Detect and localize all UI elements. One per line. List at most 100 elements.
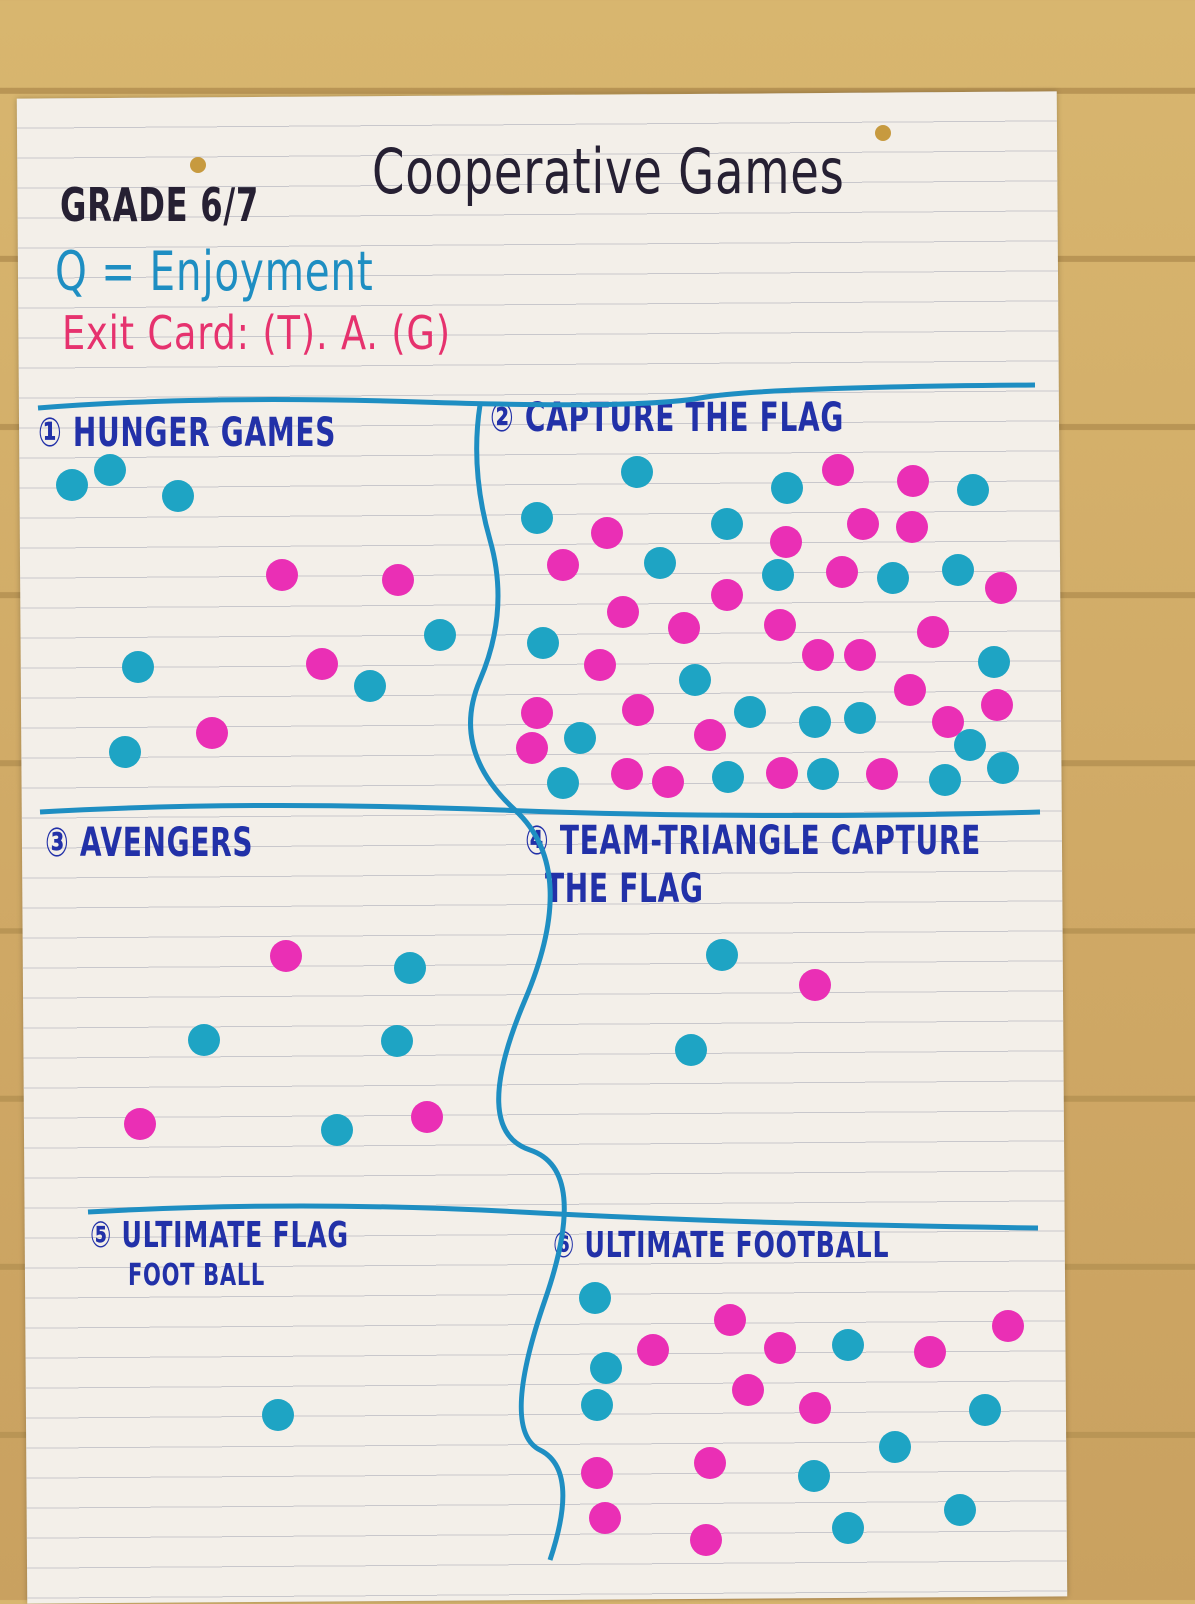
blue-vote-dot <box>929 764 961 796</box>
pink-vote-dot <box>306 648 338 680</box>
blue-vote-dot <box>706 939 738 971</box>
pink-vote-dot <box>799 969 831 1001</box>
pink-vote-dot <box>844 639 876 671</box>
blue-vote-dot <box>675 1034 707 1066</box>
pink-vote-dot <box>124 1108 156 1140</box>
pink-vote-dot <box>866 758 898 790</box>
blue-vote-dot <box>771 472 803 504</box>
blue-vote-dot <box>711 508 743 540</box>
horizontal-divider-middle <box>39 802 1041 819</box>
pink-vote-dot <box>382 564 414 596</box>
pink-vote-dot <box>917 616 949 648</box>
pink-vote-dot <box>799 1392 831 1424</box>
blue-vote-dot <box>879 1431 911 1463</box>
pink-vote-dot <box>521 697 553 729</box>
blue-vote-dot <box>978 646 1010 678</box>
game-4-heading-line2: THE FLAG <box>545 866 704 912</box>
blue-vote-dot <box>354 670 386 702</box>
pink-vote-dot <box>611 758 643 790</box>
pink-vote-dot <box>985 572 1017 604</box>
question-label: Q = Enjoyment <box>55 240 374 303</box>
pink-vote-dot <box>981 689 1013 721</box>
blue-vote-dot <box>188 1024 220 1056</box>
blue-vote-dot <box>621 456 653 488</box>
pink-vote-dot <box>897 465 929 497</box>
blue-vote-dot <box>579 1282 611 1314</box>
pink-vote-dot <box>770 526 802 558</box>
horizontal-divider-bottom <box>87 1203 1039 1231</box>
blue-vote-dot <box>954 729 986 761</box>
pink-vote-dot <box>411 1101 443 1133</box>
pink-vote-dot <box>668 612 700 644</box>
blue-vote-dot <box>942 554 974 586</box>
pin-hole <box>190 157 206 173</box>
blue-vote-dot <box>799 706 831 738</box>
pink-vote-dot <box>607 596 639 628</box>
blue-vote-dot <box>969 1394 1001 1426</box>
blue-vote-dot <box>679 664 711 696</box>
grade-label: GRADE 6/7 <box>60 178 259 232</box>
game-3-heading: ③ AVENGERS <box>45 820 254 866</box>
pink-vote-dot <box>914 1336 946 1368</box>
blue-vote-dot <box>944 1494 976 1526</box>
pink-vote-dot <box>266 559 298 591</box>
blue-vote-dot <box>56 469 88 501</box>
blue-vote-dot <box>844 702 876 734</box>
pink-vote-dot <box>591 517 623 549</box>
pink-vote-dot <box>766 757 798 789</box>
blue-vote-dot <box>521 502 553 534</box>
pink-vote-dot <box>652 766 684 798</box>
blue-vote-dot <box>987 752 1019 784</box>
horizontal-divider-top <box>37 382 1036 411</box>
blue-vote-dot <box>798 1460 830 1492</box>
exit-card-label: Exit Card: (T). A. (G) <box>62 306 451 360</box>
pink-vote-dot <box>581 1457 613 1489</box>
blue-vote-dot <box>424 619 456 651</box>
pink-vote-dot <box>196 717 228 749</box>
pink-vote-dot <box>714 1304 746 1336</box>
vertical-divider <box>468 404 567 1561</box>
pink-vote-dot <box>690 1524 722 1556</box>
pin-hole <box>875 125 891 141</box>
pink-vote-dot <box>896 511 928 543</box>
poster-title: Cooperative Games <box>372 135 845 208</box>
blue-vote-dot <box>94 454 126 486</box>
blue-vote-dot <box>957 474 989 506</box>
blue-vote-dot <box>527 627 559 659</box>
pink-vote-dot <box>694 1447 726 1479</box>
blue-vote-dot <box>712 761 744 793</box>
blue-vote-dot <box>644 547 676 579</box>
blue-vote-dot <box>547 767 579 799</box>
pink-vote-dot <box>894 674 926 706</box>
blue-vote-dot <box>122 651 154 683</box>
pink-vote-dot <box>764 1332 796 1364</box>
blue-vote-dot <box>564 722 596 754</box>
blue-vote-dot <box>321 1114 353 1146</box>
game-1-heading: ① HUNGER GAMES <box>38 410 337 456</box>
pink-vote-dot <box>826 556 858 588</box>
blue-vote-dot <box>877 562 909 594</box>
blue-vote-dot <box>109 736 141 768</box>
blue-vote-dot <box>162 480 194 512</box>
pink-vote-dot <box>802 639 834 671</box>
blue-vote-dot <box>762 559 794 591</box>
pink-vote-dot <box>732 1374 764 1406</box>
pink-vote-dot <box>847 508 879 540</box>
blue-vote-dot <box>394 952 426 984</box>
pink-vote-dot <box>932 706 964 738</box>
pink-vote-dot <box>622 694 654 726</box>
blue-vote-dot <box>807 758 839 790</box>
pink-vote-dot <box>584 649 616 681</box>
game-4-heading: ④ TEAM-TRIANGLE CAPTURE <box>525 818 981 864</box>
blue-vote-dot <box>581 1389 613 1421</box>
blue-vote-dot <box>381 1025 413 1057</box>
pink-vote-dot <box>711 579 743 611</box>
game-5-heading: ⑤ ULTIMATE FLAG <box>90 1215 349 1256</box>
pink-vote-dot <box>992 1310 1024 1342</box>
pink-vote-dot <box>547 549 579 581</box>
pink-vote-dot <box>764 609 796 641</box>
game-6-heading: ⑥ ULTIMATE FOOTBALL <box>553 1225 890 1266</box>
pink-vote-dot <box>694 719 726 751</box>
blue-vote-dot <box>262 1399 294 1431</box>
